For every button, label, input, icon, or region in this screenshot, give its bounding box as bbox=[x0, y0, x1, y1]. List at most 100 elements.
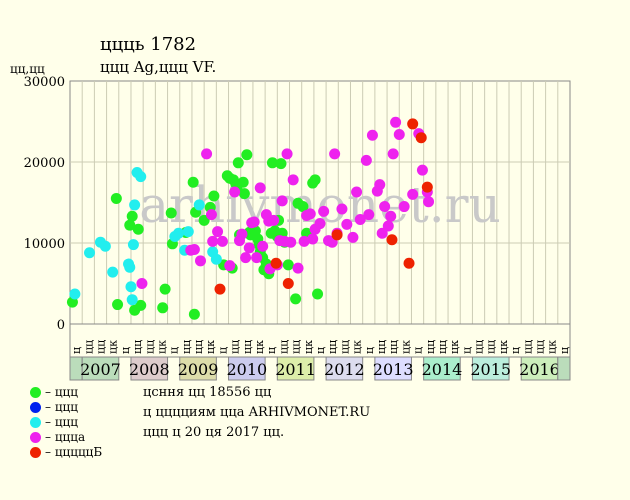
year-label: 2010 bbox=[226, 360, 267, 379]
quarter-label: цц bbox=[180, 340, 193, 354]
quarter-label: цц bbox=[387, 340, 400, 354]
data-point bbox=[69, 288, 81, 300]
data-point bbox=[393, 128, 405, 140]
year-band bbox=[81, 356, 120, 381]
data-point bbox=[237, 176, 249, 188]
quarter-label-row bbox=[69, 323, 571, 358]
data-point bbox=[281, 148, 293, 160]
data-point bbox=[390, 116, 402, 128]
quarter-label: цц bbox=[241, 340, 254, 354]
quarter-labels: ц цц цц цк ц цц цц цк ц цц цц цк ц цц цц цк ц цц цц цк ц цц цц… bbox=[70, 340, 571, 354]
data-point bbox=[366, 129, 378, 141]
data-point bbox=[304, 208, 316, 220]
info-line: цсння цц 18556 цц bbox=[143, 385, 272, 400]
data-point bbox=[157, 302, 169, 314]
quarter-label: ц bbox=[70, 347, 83, 354]
data-point bbox=[107, 266, 119, 278]
data-point bbox=[135, 299, 147, 311]
quarter-label: ц bbox=[509, 347, 522, 354]
quarter-label: ц bbox=[216, 347, 229, 354]
quarter-label: цк bbox=[155, 340, 168, 354]
legend-label: – ццц bbox=[45, 385, 78, 399]
data-point bbox=[282, 278, 294, 289]
quarter-label: цц bbox=[131, 340, 144, 354]
data-point bbox=[298, 235, 310, 247]
year-label: 2009 bbox=[178, 360, 219, 379]
legend-item: – цццццБ bbox=[30, 445, 102, 459]
legend-marker bbox=[30, 402, 41, 413]
legend-label: – ццц bbox=[45, 415, 78, 429]
data-point bbox=[374, 179, 386, 191]
data-point bbox=[173, 227, 185, 239]
data-point bbox=[347, 231, 359, 243]
data-point bbox=[307, 233, 319, 245]
year-label: 2016 bbox=[519, 360, 560, 379]
data-point bbox=[287, 174, 299, 186]
quarter-label: цк bbox=[448, 340, 461, 354]
quarter-label: цц bbox=[424, 340, 437, 354]
quarter-label: цц bbox=[375, 340, 388, 354]
data-point bbox=[236, 228, 248, 240]
data-point bbox=[229, 186, 241, 198]
data-point bbox=[403, 257, 415, 269]
y-tick-label: 10000 bbox=[24, 237, 65, 252]
quarter-label: цц bbox=[277, 340, 290, 354]
data-point bbox=[290, 293, 302, 305]
data-point bbox=[385, 210, 397, 222]
data-point bbox=[208, 190, 220, 202]
quarter-label: цц bbox=[94, 340, 107, 354]
year-label: 2013 bbox=[373, 360, 414, 379]
quarter-label: цк bbox=[204, 340, 217, 354]
data-point bbox=[188, 243, 200, 255]
legend-label: – ццца bbox=[45, 430, 86, 444]
quarter-label: цк bbox=[497, 340, 510, 354]
data-point bbox=[251, 252, 263, 264]
data-point bbox=[135, 171, 147, 183]
quarter-label: цк bbox=[107, 340, 120, 354]
legend-item: – ццц bbox=[30, 415, 78, 429]
data-point bbox=[421, 181, 433, 193]
year-label: 2014 bbox=[422, 360, 463, 379]
data-point bbox=[99, 240, 111, 252]
data-point bbox=[285, 236, 297, 248]
quarter-label: цк bbox=[546, 340, 559, 354]
data-point bbox=[387, 148, 399, 160]
data-point bbox=[297, 201, 309, 213]
data-point bbox=[214, 283, 226, 295]
data-point bbox=[193, 199, 205, 211]
data-point bbox=[423, 196, 435, 208]
y-tick-labels: 0 10000 20000 30000 bbox=[24, 75, 65, 333]
quarter-label: ц bbox=[265, 347, 278, 354]
year-band bbox=[471, 356, 510, 381]
year-band bbox=[374, 356, 412, 381]
quarter-label: цц bbox=[521, 340, 534, 354]
legend-marker bbox=[30, 417, 41, 428]
data-point bbox=[243, 242, 255, 254]
data-point bbox=[127, 239, 139, 251]
quarter-label: цк bbox=[253, 340, 266, 354]
data-point bbox=[282, 259, 294, 271]
data-point bbox=[240, 252, 252, 264]
data-point bbox=[248, 216, 260, 228]
data-point bbox=[112, 299, 124, 311]
data-point bbox=[125, 281, 137, 293]
data-point bbox=[376, 227, 388, 239]
quarter-label: цк bbox=[399, 340, 412, 354]
y-tick-label: 30000 bbox=[24, 75, 65, 90]
data-point bbox=[224, 260, 236, 272]
data-point bbox=[124, 219, 136, 231]
data-point bbox=[216, 235, 228, 247]
data-point bbox=[275, 158, 287, 170]
data-point bbox=[398, 201, 410, 213]
legend-label: – ццц bbox=[45, 400, 78, 414]
legend-marker bbox=[30, 432, 41, 443]
chart-subtitle: ццц Ag,ццц VF. bbox=[100, 58, 217, 76]
data-point bbox=[351, 186, 363, 198]
year-band bbox=[179, 356, 217, 381]
data-point bbox=[386, 234, 398, 246]
quarter-label: цц bbox=[326, 340, 339, 354]
data-point bbox=[292, 262, 304, 274]
quarter-label: ц bbox=[168, 347, 181, 354]
data-point bbox=[407, 188, 419, 200]
